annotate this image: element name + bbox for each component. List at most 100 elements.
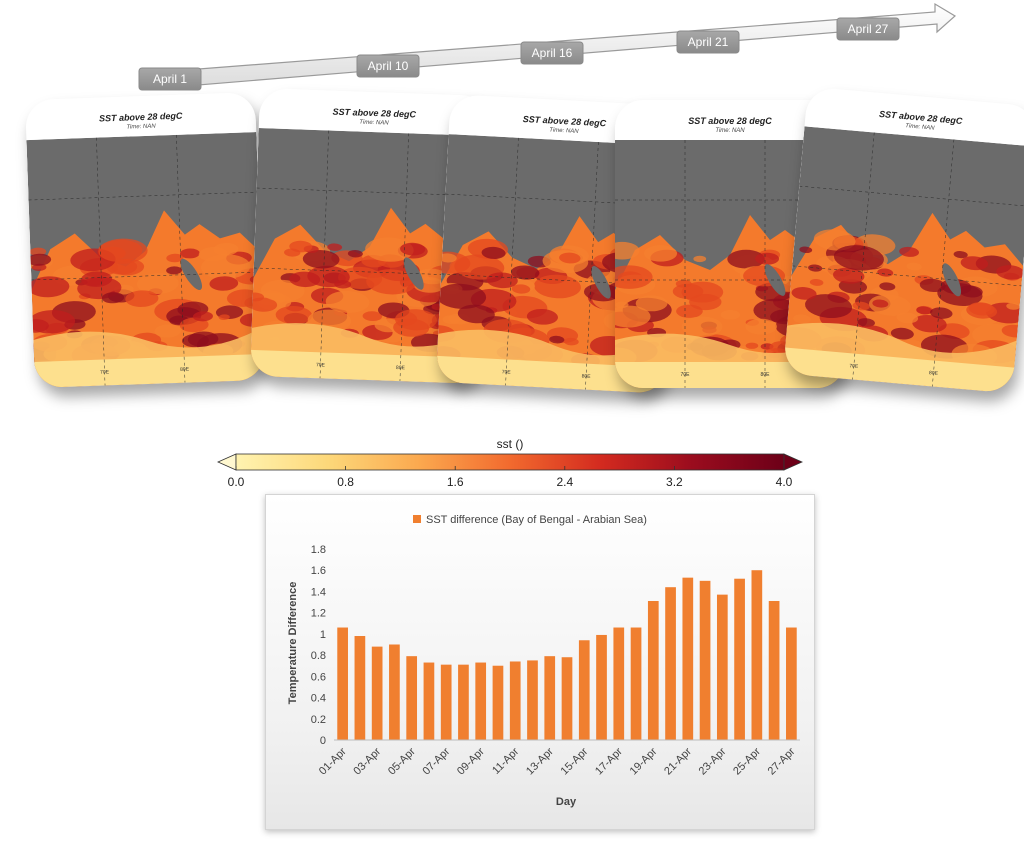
bar-03-Apr: [371, 646, 383, 740]
sst-patch: [681, 281, 724, 303]
bar-11-Apr: [509, 661, 521, 740]
sst-patch: [681, 316, 723, 337]
sst-patch: [852, 301, 870, 311]
bar-01-Apr: [337, 627, 348, 740]
sst-patch: [879, 282, 896, 291]
x-tick-label: 11-Apr: [490, 745, 521, 776]
timeline-date-tag: April 16: [520, 41, 584, 65]
x-tick-label: 27-Apr: [766, 745, 798, 777]
x-tick-label: 05-Apr: [386, 745, 418, 777]
sst-patch: [181, 333, 209, 348]
sst-patch: [365, 237, 414, 262]
x-tick-label: 13-Apr: [524, 745, 556, 777]
sst-patch: [930, 307, 953, 319]
legend-label: SST difference (Bay of Bengal - Arabian …: [426, 514, 647, 526]
cool-band-south: [34, 353, 265, 388]
sst-patch: [916, 306, 933, 315]
map-lon-label: 70E: [502, 369, 512, 375]
map-gridline: [96, 137, 106, 386]
sst-patch: [81, 271, 113, 287]
bar-12-Apr: [527, 660, 538, 740]
x-tick-label: 07-Apr: [420, 745, 452, 777]
sst-patch: [833, 245, 884, 271]
sst-patch: [896, 312, 919, 324]
sst-patch: [327, 243, 343, 251]
bar-13-Apr: [544, 656, 556, 740]
bar-26-Apr: [768, 600, 780, 740]
timeline-date-label: April 27: [848, 22, 889, 36]
sst-patch: [394, 309, 438, 331]
sst-patch: [250, 297, 278, 312]
y-tick-label: 0.2: [311, 714, 326, 726]
island: [764, 264, 786, 296]
bar-25-Apr: [751, 570, 763, 740]
sst-patch: [347, 249, 363, 258]
sst-patch: [125, 290, 159, 307]
sst-patch: [793, 314, 811, 324]
cool-band-south: [250, 349, 481, 384]
timeline-date-label: April 10: [368, 59, 409, 73]
timeline-date-tag: April 1: [138, 67, 202, 91]
y-tick-label: 1.4: [311, 586, 326, 598]
sst-patch: [366, 269, 417, 295]
sst-patch: [693, 255, 707, 263]
sst-patch: [615, 305, 651, 328]
map-lon-label: 80E: [761, 372, 771, 378]
bar-23-Apr: [716, 594, 728, 740]
sst-patch: [166, 266, 183, 275]
map-gridline: [852, 132, 875, 380]
sst-difference-chart: SST difference (Bay of Bengal - Arabian …: [265, 494, 815, 830]
map-lon-label: 70E: [100, 369, 110, 375]
y-tick-label: 0: [320, 735, 326, 747]
x-tick-label: 03-Apr: [351, 745, 383, 777]
colorbar-tick-label: 0.0: [228, 475, 245, 489]
y-tick-label: 0.4: [311, 693, 326, 705]
sst-patch: [968, 302, 995, 316]
map-gridline: [28, 191, 259, 201]
sst-patch: [27, 276, 70, 298]
sst-patch: [166, 253, 184, 263]
sst-map-card: SST above 28 degC Time: NAN 70E 80E: [25, 92, 265, 388]
colorbar-left-arrow: [217, 453, 237, 471]
island: [180, 258, 203, 291]
y-tick-label: 1: [320, 629, 326, 641]
timeline: April 1 April 10 April 16 April 21 April 27: [138, 2, 957, 91]
timeline-date-tag: April 21: [676, 30, 740, 54]
colorbar-title: sst (): [497, 437, 524, 451]
y-tick-label: 0.6: [311, 671, 326, 683]
sst-patch: [260, 279, 305, 302]
map-title: SST above 28 degC: [688, 116, 772, 126]
sst-patch: [511, 284, 531, 294]
colorbar-bar: [235, 453, 785, 471]
colorbar-tick-label: 2.4: [556, 475, 573, 489]
bar-17-Apr: [613, 627, 625, 740]
island: [942, 263, 962, 297]
sst-patch: [101, 292, 125, 304]
sst-patch: [559, 252, 581, 264]
sst-patch: [833, 267, 865, 284]
map-gridline: [176, 134, 186, 383]
bar-10-Apr: [492, 665, 504, 740]
colorbar-right-arrow: [783, 453, 803, 471]
sst-patch: [400, 242, 426, 256]
sst-patch: [857, 318, 875, 327]
sst-patch: [362, 311, 383, 322]
sst-patch: [334, 280, 352, 289]
sst-patch: [481, 246, 506, 259]
sst-patch: [720, 310, 740, 320]
sst-patch: [919, 278, 946, 293]
colorbar-tick-label: 0.8: [337, 475, 354, 489]
sst-patch: [877, 268, 894, 277]
timeline-date-tag: April 10: [356, 54, 420, 78]
map-lon-label: 80E: [929, 370, 939, 377]
island: [403, 257, 424, 290]
y-tick-label: 1.8: [311, 544, 326, 556]
sst-patch: [442, 315, 461, 325]
sst-patch: [960, 256, 989, 271]
bar-15-Apr: [578, 640, 590, 740]
map-gridline: [792, 265, 1022, 287]
sst-patch: [755, 252, 780, 265]
map-gridline: [399, 133, 409, 382]
cool-band-south: [782, 347, 1015, 394]
sst-map: 70E 80E: [26, 132, 265, 388]
